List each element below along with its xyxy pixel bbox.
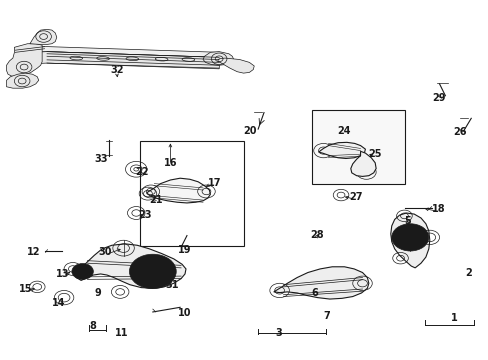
Polygon shape bbox=[15, 51, 220, 69]
Text: 19: 19 bbox=[178, 245, 191, 255]
Polygon shape bbox=[350, 151, 375, 176]
Polygon shape bbox=[30, 30, 57, 44]
Text: 21: 21 bbox=[149, 195, 162, 205]
Text: 16: 16 bbox=[163, 158, 177, 168]
Text: 15: 15 bbox=[19, 284, 33, 294]
Text: 31: 31 bbox=[165, 280, 179, 290]
Text: 9: 9 bbox=[95, 288, 102, 298]
Text: 4: 4 bbox=[406, 232, 413, 242]
Text: 17: 17 bbox=[207, 178, 221, 188]
Polygon shape bbox=[217, 58, 254, 73]
Text: 24: 24 bbox=[337, 126, 350, 135]
Text: 33: 33 bbox=[94, 154, 107, 164]
Text: 20: 20 bbox=[243, 126, 257, 135]
Circle shape bbox=[391, 224, 428, 251]
Polygon shape bbox=[15, 46, 224, 57]
Text: 6: 6 bbox=[311, 288, 318, 298]
Text: 18: 18 bbox=[431, 204, 445, 215]
Text: 22: 22 bbox=[135, 167, 148, 177]
Text: 14: 14 bbox=[51, 298, 65, 308]
Text: 30: 30 bbox=[99, 247, 112, 257]
Text: 26: 26 bbox=[452, 127, 466, 136]
Text: 7: 7 bbox=[323, 311, 329, 321]
Text: 32: 32 bbox=[110, 64, 123, 75]
Text: 3: 3 bbox=[275, 328, 282, 338]
Polygon shape bbox=[6, 73, 39, 88]
Bar bbox=[140, 140, 244, 246]
Text: 13: 13 bbox=[56, 269, 70, 279]
Circle shape bbox=[72, 264, 93, 279]
Text: 2: 2 bbox=[465, 268, 471, 278]
Text: 23: 23 bbox=[138, 210, 151, 220]
Text: 25: 25 bbox=[367, 149, 381, 159]
Polygon shape bbox=[75, 244, 185, 288]
Text: 5: 5 bbox=[404, 216, 410, 226]
Polygon shape bbox=[390, 213, 429, 268]
Bar bbox=[311, 110, 405, 184]
Polygon shape bbox=[318, 142, 365, 158]
Polygon shape bbox=[203, 51, 233, 65]
Polygon shape bbox=[273, 267, 368, 299]
Text: 11: 11 bbox=[115, 328, 128, 338]
Text: 1: 1 bbox=[450, 313, 457, 323]
Text: 12: 12 bbox=[27, 247, 41, 257]
Text: 8: 8 bbox=[89, 321, 96, 331]
Text: 29: 29 bbox=[431, 93, 445, 103]
Polygon shape bbox=[147, 178, 210, 203]
Polygon shape bbox=[6, 44, 42, 77]
Text: 28: 28 bbox=[309, 230, 323, 239]
Text: 27: 27 bbox=[348, 192, 362, 202]
Text: 10: 10 bbox=[178, 309, 191, 318]
Circle shape bbox=[129, 254, 176, 289]
